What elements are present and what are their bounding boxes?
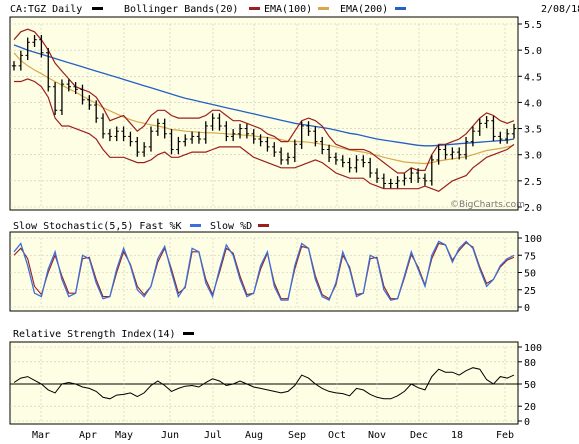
ema200-swatch	[395, 7, 406, 10]
x-tick-label: Oct	[328, 430, 346, 441]
rsi-label: Relative Strength Index(14)	[13, 329, 176, 340]
bollinger-lower-line	[14, 78, 515, 192]
y-tick-label: 5.0	[524, 46, 542, 57]
fastk-line	[13, 240, 515, 302]
rsi-series	[13, 367, 515, 400]
ema100-label: EMA(100)	[264, 4, 312, 15]
slowd-swatch	[258, 224, 269, 227]
slowd-label: Slow %D	[210, 221, 252, 232]
price-plot-area	[9, 16, 519, 211]
bollinger-upper-line	[13, 28, 515, 174]
y-tick-label: 20	[524, 402, 536, 413]
y-tick-label: 100	[524, 343, 542, 354]
stochastic-series	[13, 240, 515, 302]
y-tick-label: 75	[524, 251, 536, 262]
x-tick-label: Mar	[32, 430, 50, 441]
stochastic-panel: Slow Stochastic(5,5) Fast %K Slow %D 0 25…	[9, 221, 542, 314]
y-tick-label: 3.0	[524, 151, 542, 162]
price-series	[11, 28, 517, 192]
x-tick-label: Jul	[204, 430, 222, 441]
x-tick-label: Jun	[161, 430, 179, 441]
price-y-ticks: 2.0 2.5 3.0 3.5 4.0 4.5 5.0 5.5	[518, 20, 542, 214]
ema100-swatch	[318, 7, 329, 10]
fastk-swatch	[190, 224, 201, 227]
ema200-line	[13, 44, 515, 147]
y-tick-label: 50	[524, 380, 536, 391]
y-tick-label: 2.5	[524, 177, 542, 188]
stochastic-grid	[10, 237, 518, 308]
x-tick-label: 18	[451, 430, 463, 441]
rsi-y-ticks: 0 20 50 80 100	[518, 343, 542, 428]
y-tick-label: 2.0	[524, 203, 542, 214]
y-tick-label: 0	[524, 303, 530, 314]
rsi-line	[13, 367, 515, 400]
x-tick-label: Aug	[245, 430, 263, 441]
y-tick-label: 4.5	[524, 72, 542, 83]
x-tick-label: Sep	[288, 430, 306, 441]
x-tick-label: Apr	[79, 430, 97, 441]
ema200-label: EMA(200)	[340, 4, 388, 15]
x-tick-label: Feb	[496, 430, 514, 441]
ema100-line	[13, 52, 515, 165]
y-tick-label: 80	[524, 358, 536, 369]
rsi-swatch	[183, 332, 194, 335]
watermark: ©BigCharts.com	[450, 200, 525, 210]
y-tick-label: 0	[524, 417, 530, 428]
y-tick-label: 4.0	[524, 98, 542, 109]
y-tick-label: 100	[524, 234, 542, 245]
x-tick-label: Nov	[368, 430, 386, 441]
price-panel: 2.0 2.5 3.0 3.5 4.0 4.5 5.0 5.5 ©BigCharts.com	[9, 16, 542, 214]
stochastic-label: Slow Stochastic(5,5) Fast %K	[13, 221, 182, 232]
x-tick-label: May	[115, 430, 133, 441]
y-tick-label: 25	[524, 286, 536, 297]
x-axis-labels: Mar Apr May Jun Jul Aug Sep Oct Nov Dec 18 Feb	[32, 430, 514, 441]
rsi-panel: Relative Strength Index(14) 0 20 50 80 100	[9, 329, 542, 428]
ticker-label: CA:TGZ Daily	[10, 4, 82, 15]
bollinger-label: Bollinger Bands(20)	[124, 4, 238, 15]
y-tick-label: 50	[524, 269, 536, 280]
header-legend: CA:TGZ Daily Bollinger Bands(20) EMA(100…	[10, 4, 579, 15]
bollinger-swatch	[249, 7, 260, 10]
stochastic-y-ticks: 0 25 50 75 100	[518, 234, 542, 314]
chart-date: 2/08/18	[541, 4, 579, 15]
y-tick-label: 5.5	[524, 20, 542, 31]
rsi-plot-area	[9, 341, 519, 425]
y-tick-label: 3.5	[524, 125, 542, 136]
x-tick-label: Dec	[410, 430, 428, 441]
stochastic-plot-area	[9, 231, 519, 312]
price-swatch	[92, 7, 103, 10]
